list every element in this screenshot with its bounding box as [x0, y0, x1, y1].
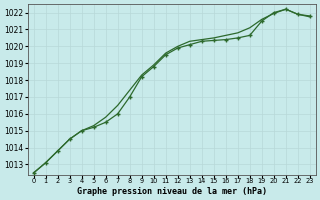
X-axis label: Graphe pression niveau de la mer (hPa): Graphe pression niveau de la mer (hPa) — [77, 187, 267, 196]
